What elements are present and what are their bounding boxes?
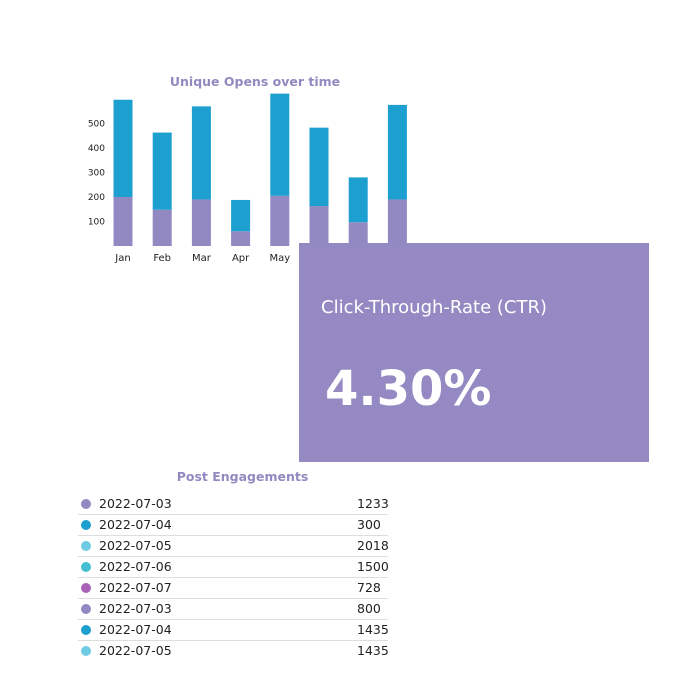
engagement-row: 2022-07-04 1435 bbox=[78, 620, 389, 641]
engagement-value: 728 bbox=[357, 580, 381, 595]
engagement-date: 2022-07-05 bbox=[99, 538, 172, 553]
engagement-value: 1233 bbox=[357, 496, 389, 511]
bar-segment-lower bbox=[152, 209, 172, 246]
engagement-value: 800 bbox=[357, 601, 381, 616]
bar-segment-upper bbox=[309, 127, 329, 207]
ctr-value: 4.30% bbox=[325, 361, 492, 417]
y-tick-label: 100 bbox=[88, 218, 105, 228]
engagement-date: 2022-07-03 bbox=[99, 496, 172, 511]
bar-segment-lower bbox=[191, 199, 211, 246]
x-tick-label: Jan bbox=[114, 253, 130, 264]
x-tick-label: May bbox=[269, 253, 290, 264]
bar-segment-upper bbox=[191, 106, 211, 200]
bar-segment-lower bbox=[270, 195, 290, 246]
legend-dot-icon bbox=[81, 562, 91, 572]
bar-segment-upper bbox=[113, 99, 133, 197]
bar-segment-upper bbox=[348, 177, 368, 223]
legend-dot-icon bbox=[81, 541, 91, 551]
legend-dot-icon bbox=[81, 646, 91, 656]
engagements-title: Post Engagements bbox=[176, 469, 309, 484]
legend-dot-icon bbox=[81, 604, 91, 614]
engagement-row: 2022-07-03 800 bbox=[78, 599, 388, 620]
y-tick-label: 300 bbox=[88, 169, 105, 179]
engagement-row: 2022-07-03 1233 bbox=[78, 494, 389, 515]
legend-dot-icon bbox=[81, 499, 91, 509]
engagement-value: 300 bbox=[357, 517, 381, 532]
bar-segment-upper bbox=[152, 132, 172, 210]
legend-dot-icon bbox=[81, 520, 91, 530]
bar-segment-upper bbox=[387, 104, 407, 200]
engagement-date: 2022-07-07 bbox=[99, 580, 172, 595]
x-tick-label: Mar bbox=[192, 253, 212, 264]
x-tick-label: Apr bbox=[232, 253, 250, 264]
y-tick-label: 200 bbox=[88, 193, 105, 203]
y-tick-label: 500 bbox=[88, 120, 105, 130]
engagement-row: 2022-07-05 1435 bbox=[78, 641, 389, 661]
chart-title: Unique Opens over time bbox=[169, 74, 341, 89]
legend-dot-icon bbox=[81, 583, 91, 593]
ctr-card: Click-Through-Rate (CTR) 4.30% bbox=[299, 243, 649, 462]
bar-segment-lower bbox=[348, 222, 368, 246]
engagement-date: 2022-07-04 bbox=[99, 622, 172, 637]
engagement-value: 2018 bbox=[357, 538, 389, 553]
engagements-list: 2022-07-03 1233 2022-07-04 300 2022-07-05 201… bbox=[78, 494, 389, 661]
bar-segment-lower bbox=[113, 197, 133, 246]
x-tick-label: Feb bbox=[153, 253, 171, 264]
engagement-value: 1435 bbox=[357, 622, 389, 637]
bar-segment-upper bbox=[270, 93, 290, 196]
bar-segment-lower bbox=[231, 231, 251, 246]
engagement-value: 1500 bbox=[357, 559, 389, 574]
engagement-date: 2022-07-03 bbox=[99, 601, 172, 616]
engagement-row: 2022-07-07 728 bbox=[78, 578, 388, 599]
engagement-value: 1435 bbox=[357, 643, 389, 658]
engagement-date: 2022-07-06 bbox=[99, 559, 172, 574]
legend-dot-icon bbox=[81, 625, 91, 635]
y-tick-label: 400 bbox=[88, 144, 105, 154]
engagement-date: 2022-07-05 bbox=[99, 643, 172, 658]
bar-segment-lower bbox=[387, 199, 407, 246]
engagement-row: 2022-07-04 300 bbox=[78, 515, 388, 536]
engagement-row: 2022-07-06 1500 bbox=[78, 557, 389, 578]
bar-segment-upper bbox=[231, 199, 251, 232]
engagement-row: 2022-07-05 2018 bbox=[78, 536, 389, 557]
ctr-label: Click-Through-Rate (CTR) bbox=[321, 297, 548, 318]
bar-segment-lower bbox=[309, 206, 329, 246]
engagement-date: 2022-07-04 bbox=[99, 517, 172, 532]
